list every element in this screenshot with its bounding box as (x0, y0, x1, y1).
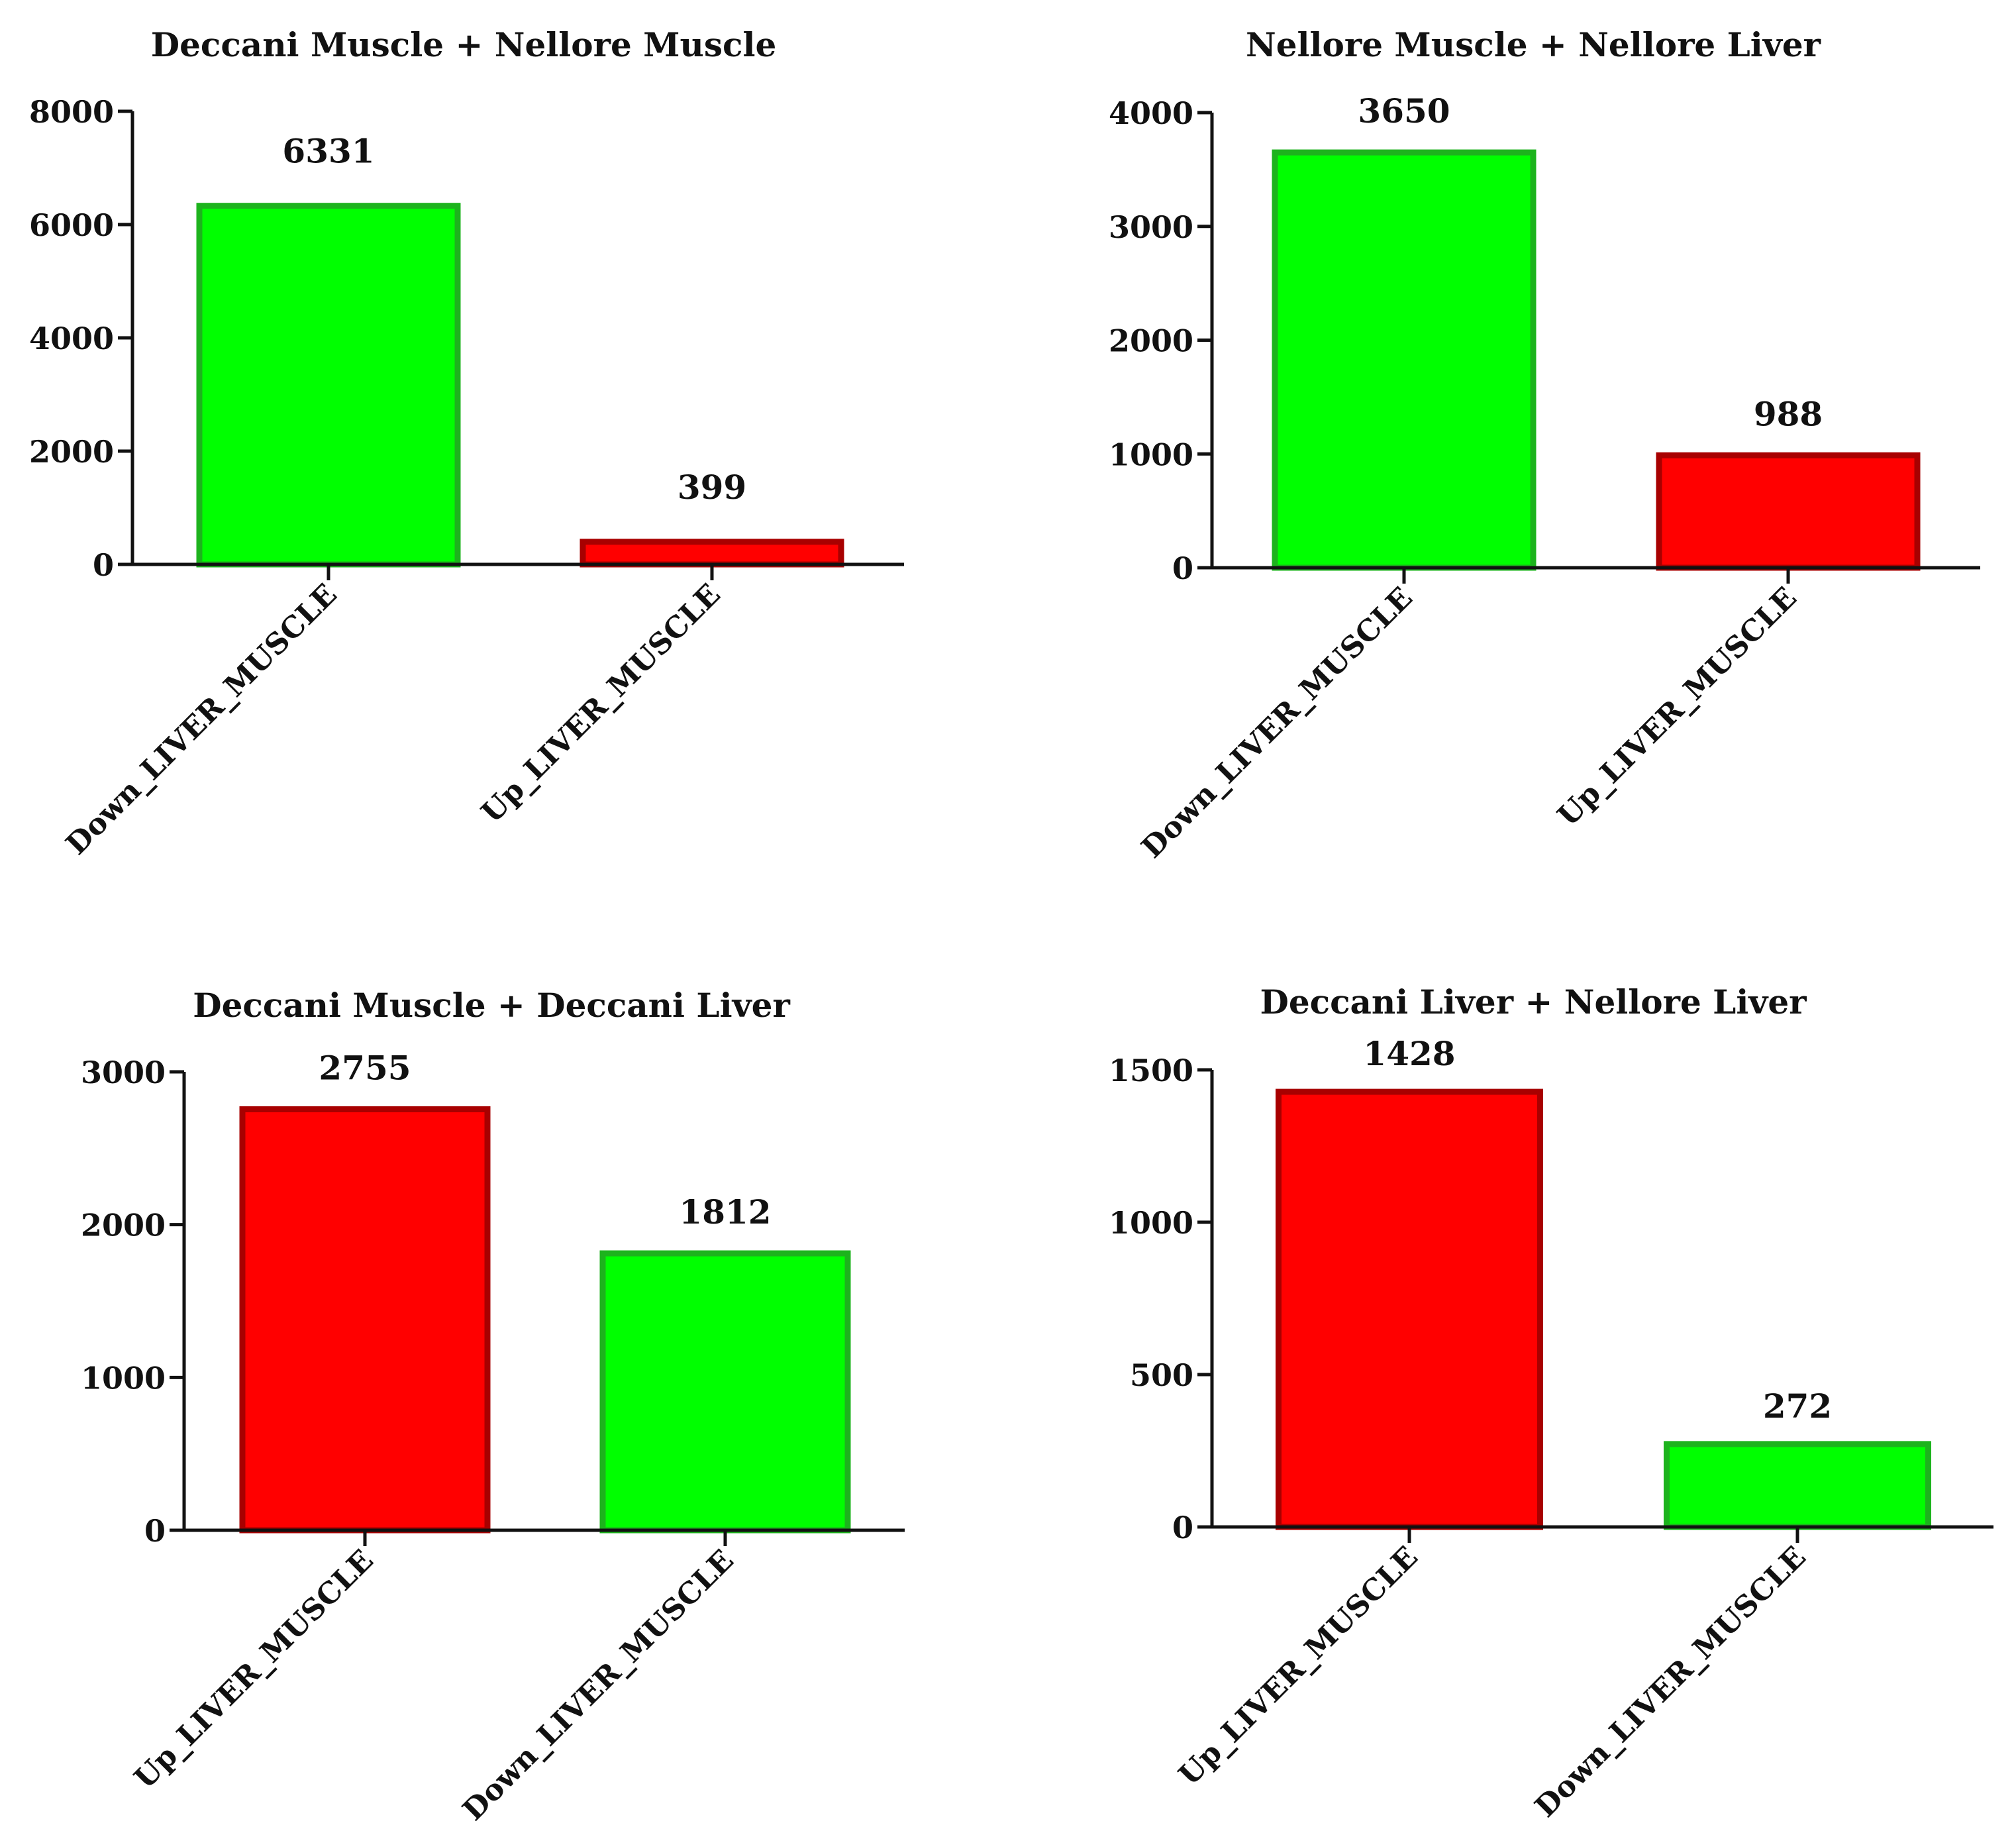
y-tick-label: 4000 (29, 321, 114, 356)
x-tick-label-down-liver-muscle: Down_LIVER_MUSCLE (456, 1543, 740, 1828)
bar-down-liver-muscle (1664, 1441, 1931, 1530)
x-tick-label-up-liver-muscle: Up_LIVER_MUSCLE (128, 1543, 380, 1796)
y-tick-label: 2000 (81, 1208, 166, 1243)
panel-deccani-muscle-nellore-muscle: Deccani Muscle + Nellore Muscle 6331 399 0 2… (29, 25, 904, 862)
chart-title: Deccani Muscle + Nellore Muscle (151, 25, 777, 64)
bar-up-liver-muscle (1276, 1088, 1543, 1530)
y-tick-label: 3000 (81, 1055, 166, 1090)
data-label-up-liver-muscle: 2755 (319, 1049, 411, 1088)
bar-up-liver-muscle (239, 1106, 491, 1534)
bar-down-liver-muscle (599, 1250, 851, 1534)
bar-up-liver-muscle (580, 539, 844, 568)
panel-deccani-liver-nellore-liver: Deccani Liver + Nellore Liver 1428 272 0 500… (1109, 982, 1993, 1824)
data-label-down-liver-muscle: 272 (1763, 1386, 1832, 1426)
y-tick-label: 1500 (1109, 1053, 1193, 1088)
y-tick-label: 3000 (1109, 209, 1193, 245)
y-tick-label: 2000 (1109, 323, 1193, 359)
y-tick-label: 500 (1130, 1357, 1193, 1393)
data-label-up-liver-muscle: 988 (1754, 394, 1823, 433)
y-tick-label: 6000 (29, 207, 114, 243)
data-label-down-liver-muscle: 6331 (282, 132, 374, 171)
y-tick-label: 0 (1172, 550, 1193, 586)
x-tick-label-down-liver-muscle: Down_LIVER_MUSCLE (1529, 1540, 1813, 1824)
y-tick-label: 0 (144, 1513, 166, 1549)
bar-down-liver-muscle (196, 203, 461, 568)
x-tick-label-up-liver-muscle: Up_LIVER_MUSCLE (475, 578, 727, 830)
y-tick-label: 0 (93, 547, 114, 583)
x-tick-label-up-liver-muscle: Up_LIVER_MUSCLE (1551, 581, 1803, 833)
data-label-up-liver-muscle: 399 (678, 468, 746, 507)
panel-deccani-muscle-deccani-liver: Deccani Muscle + Deccani Liver 2755 1812 0 1… (81, 986, 905, 1828)
x-tick-label-down-liver-muscle: Down_LIVER_MUSCLE (1135, 581, 1419, 865)
data-label-up-liver-muscle: 1428 (1363, 1034, 1455, 1073)
x-tick-label-up-liver-muscle: Up_LIVER_MUSCLE (1172, 1540, 1425, 1793)
y-tick-label: 4000 (1109, 95, 1193, 131)
y-tick-label: 1000 (1109, 1205, 1193, 1241)
panel-nellore-muscle-nellore-liver: Nellore Muscle + Nellore Liver 3650 988 0 10… (1109, 25, 1980, 865)
y-tick-label: 2000 (29, 434, 114, 470)
x-tick-label-down-liver-muscle: Down_LIVER_MUSCLE (60, 578, 344, 862)
chart-title: Deccani Liver + Nellore Liver (1260, 982, 1807, 1021)
y-tick-label: 1000 (1109, 437, 1193, 472)
chart-title: Deccani Muscle + Deccani Liver (193, 986, 790, 1025)
y-tick-label: 0 (1172, 1510, 1193, 1545)
chart-title: Nellore Muscle + Nellore Liver (1246, 25, 1821, 64)
data-label-down-liver-muscle: 3650 (1358, 91, 1450, 131)
y-tick-label: 1000 (81, 1360, 166, 1396)
bar-down-liver-muscle (1272, 149, 1537, 571)
y-tick-label: 8000 (29, 94, 114, 130)
data-label-down-liver-muscle: 1812 (679, 1192, 771, 1231)
bar-up-liver-muscle (1656, 452, 1921, 571)
